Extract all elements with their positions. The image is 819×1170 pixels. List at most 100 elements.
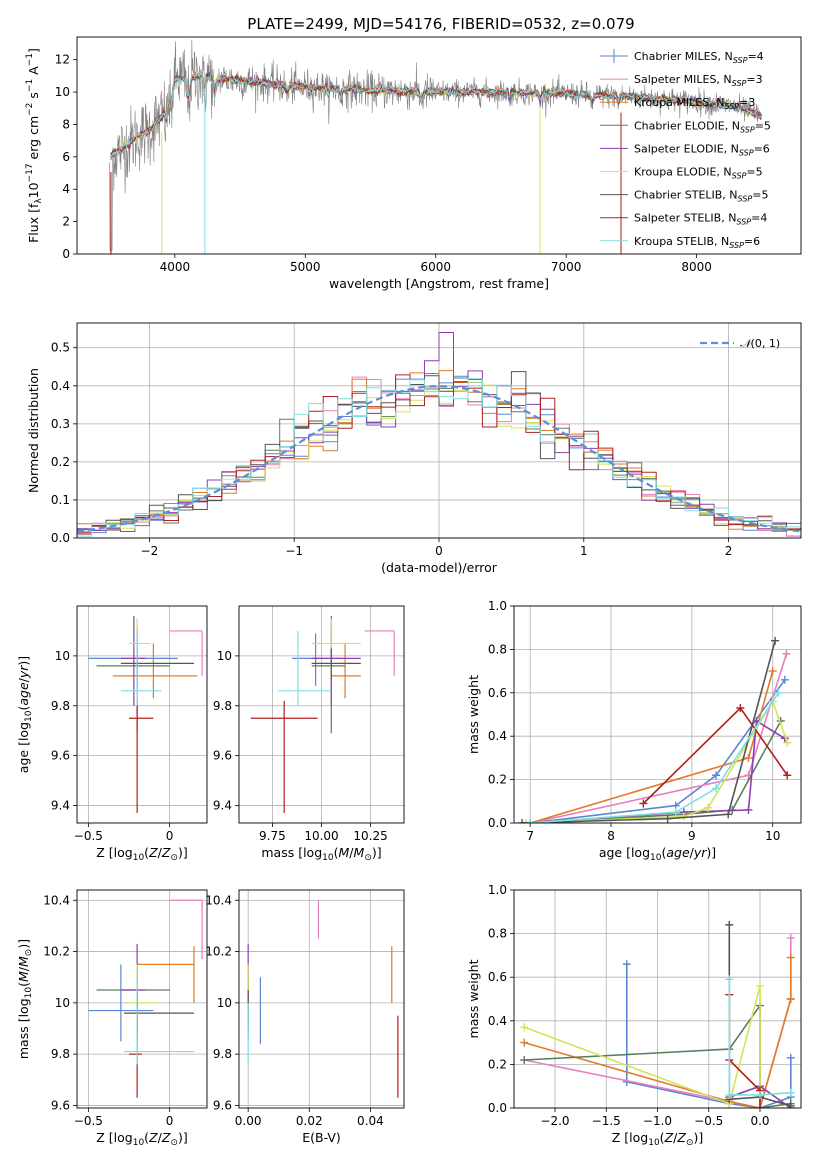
age_vs_mass-xtick-label: 9.75 bbox=[259, 829, 286, 843]
massweight-marker-chabrier-stelib bbox=[786, 1101, 795, 1108]
massweight-marker-chabrier-miles bbox=[622, 960, 631, 969]
legend-nssp: =5 bbox=[755, 119, 771, 132]
massweight_vs_Z-ytick-label: 0.8 bbox=[488, 927, 507, 941]
spectrum-xtick-label: 7000 bbox=[551, 260, 582, 274]
mass_vs_EBV-xtick-label: 0.04 bbox=[357, 1114, 384, 1128]
legend-label: Salpeter MILES, NSSP=3 bbox=[634, 73, 763, 88]
spectrum-xtick-label: 4000 bbox=[160, 260, 191, 274]
residuals-ytick-label: 0.5 bbox=[51, 341, 70, 355]
legend-label: Kroupa MILES, NSSP=3 bbox=[634, 96, 755, 111]
mass_vs_Z-ytick-label: 9.8 bbox=[51, 1047, 70, 1061]
massweight-marker-chabrier-stelib bbox=[725, 920, 734, 929]
age_vs_Z-ytick-label: 9.8 bbox=[51, 699, 70, 713]
age_vs_Z-xlabel: Z [log10(Z/Z⊙)] bbox=[96, 845, 188, 863]
massweight_vs_age-plot-area bbox=[518, 636, 792, 823]
massweight-marker-salpeter-stelib bbox=[736, 703, 745, 712]
massweight_vs_Z-panel: −2.0 −1.5 −1.0 −0.5 0.0 0.0 0.2 0.4 0.6 0.8 1.0 Z [… bbox=[466, 883, 802, 1148]
legend-label: Kroupa STELIB, NSSP=6 bbox=[634, 235, 760, 250]
residual-histogram-chabrier-stelib bbox=[77, 371, 801, 535]
legend-label: Kroupa ELODIE, NSSP=5 bbox=[634, 166, 763, 181]
massweight_vs_age-ytick-label: 0.0 bbox=[488, 816, 507, 830]
massweight-marker-kroupa-stelib bbox=[756, 1090, 764, 1099]
residuals-xlabel: (data-model)/error bbox=[381, 560, 498, 575]
massweight_vs_age-xtick-label: 10 bbox=[765, 829, 780, 843]
massweight-marker-salpeter-elodie bbox=[744, 805, 753, 814]
massweight_vs_Z-xtick-label: −1.5 bbox=[592, 1114, 621, 1128]
massweight-marker-chabrier-stelib bbox=[724, 810, 733, 819]
massweight-marker-kroupa-miles bbox=[520, 1038, 529, 1047]
massweight_vs_Z-ytick-label: 0.0 bbox=[488, 1101, 507, 1115]
residuals-frame bbox=[76, 322, 802, 539]
residual-histogram-kroupa-stelib bbox=[77, 378, 801, 537]
massweight-marker-kroupa-stelib bbox=[526, 819, 535, 823]
age_vs_Z-ytick-label: 9.6 bbox=[51, 749, 70, 763]
massweight_vs_Z-plot-area bbox=[520, 920, 795, 1108]
massweight_vs_Z-xtick-label: −2.0 bbox=[540, 1114, 569, 1128]
massweight-marker-kroupa-stelib bbox=[725, 975, 734, 984]
massweight_vs_age-xtick-label: 7 bbox=[526, 829, 534, 843]
massweight-marker-kroupa-stelib bbox=[725, 1090, 734, 1099]
residuals-ytick-label: 0.2 bbox=[51, 455, 70, 469]
legend-nssp: =4 bbox=[747, 50, 763, 63]
mass_vs_Z-plot-area bbox=[88, 899, 203, 1098]
legend-nssp: =3 bbox=[746, 73, 762, 86]
residuals-ytick-label: 0.3 bbox=[51, 417, 70, 431]
massweight-marker-kroupa-miles bbox=[786, 995, 795, 1003]
massweight_vs_age-frame bbox=[513, 605, 802, 824]
massweight-marker-chabrier-miles bbox=[780, 675, 789, 684]
massweight-line-chabrier-miles bbox=[530, 679, 786, 823]
spectrum-ytick-label: 6 bbox=[62, 150, 70, 164]
legend-nssp: =5 bbox=[752, 189, 768, 202]
massweight-marker-kroupa-stelib bbox=[712, 784, 721, 793]
massweight-line-kroupa-elodie bbox=[524, 985, 761, 1108]
massweight-line-kroupa-miles bbox=[524, 957, 792, 1108]
age_vs_mass-ytick-label: 10 bbox=[217, 649, 232, 663]
age_vs_Z-xtick-label: −0.5 bbox=[74, 829, 103, 843]
legend-series-name: Salpeter STELIB, N bbox=[634, 212, 736, 225]
age_vs_Z-xtick-label: 0 bbox=[166, 829, 174, 843]
massweight_vs_Z-xlabel: Z [log10(Z/Z⊙)] bbox=[612, 1130, 704, 1148]
massweight_vs_age-xtick-label: 9 bbox=[688, 829, 696, 843]
massweight-marker-chabrier-stelib bbox=[518, 819, 527, 823]
legend-label: Salpeter STELIB, NSSP=4 bbox=[634, 212, 767, 227]
legend-label: Chabrier STELIB, NSSP=5 bbox=[634, 189, 768, 204]
massweight-marker-kroupa-elodie bbox=[756, 981, 764, 990]
mass_vs_Z-ylabel: mass [log10(M/M⊙)] bbox=[16, 939, 34, 1059]
age_vs_Z-panel: −0.5 0 9.4 9.6 9.8 10 Z [log10(Z/Z⊙)] age [log1… bbox=[16, 605, 208, 863]
massweight-marker-kroupa-miles bbox=[786, 953, 795, 962]
spectrum-ytick-label: 2 bbox=[62, 215, 70, 229]
massweight-marker-kroupa-elodie bbox=[522, 819, 531, 823]
mass_vs_Z-panel: −0.5 0 9.6 9.8 10 10.2 10.4 Z [log10(Z/Z⊙)] mass… bbox=[16, 889, 208, 1148]
massweight_vs_age-ylabel: mass weight bbox=[466, 675, 481, 754]
massweight_vs_age-ytick-label: 1.0 bbox=[488, 599, 507, 613]
mass_vs_Z-xtick-label: 0 bbox=[166, 1114, 174, 1128]
age_vs_Z-plot-area bbox=[88, 615, 203, 814]
massweight-marker-chabrier-stelib bbox=[663, 814, 672, 823]
spectrum-xtick-label: 5000 bbox=[290, 260, 321, 274]
legend-series-name: Chabrier MILES, N bbox=[634, 50, 733, 63]
legend-nssp: =3 bbox=[739, 96, 755, 109]
legend-nssp: =6 bbox=[744, 235, 760, 248]
massweight_vs_age-xtick-label: 8 bbox=[607, 829, 615, 843]
residuals-ylabel: Normed distribution bbox=[26, 368, 41, 493]
massweight-marker-kroupa-miles bbox=[768, 667, 777, 676]
mass_vs_Z-ytick-label: 9.6 bbox=[51, 1098, 70, 1112]
legend-series-name: Chabrier STELIB, N bbox=[634, 189, 738, 202]
spectrum-xlabel: wavelength [Angstrom, rest frame] bbox=[329, 276, 549, 291]
age_vs_Z-ylabel: age [log10(age/yr)] bbox=[16, 656, 34, 773]
age_vs_mass-xlabel: mass [log10(M/M⊙)] bbox=[261, 845, 381, 863]
spectrum-ytick-label: 4 bbox=[62, 182, 70, 196]
age_vs_mass-frame bbox=[238, 605, 405, 824]
mass_vs_EBV-xtick-label: 0.00 bbox=[235, 1114, 262, 1128]
age_vs_Z-ytick-label: 10 bbox=[55, 649, 70, 663]
massweight_vs_Z-ytick-label: 0.4 bbox=[488, 1014, 507, 1028]
legend-nssp: =5 bbox=[746, 166, 762, 179]
spectrum-ytick-label: 10 bbox=[55, 85, 70, 99]
massweight-marker-chabrier-miles bbox=[712, 771, 721, 780]
spectrum-ylabel: Flux [fλ10−17 erg cm−2 s−1 A−1] bbox=[25, 48, 44, 243]
mass_vs_Z-ytick-label: 10.2 bbox=[43, 945, 70, 959]
legend-label: Chabrier ELODIE, NSSP=5 bbox=[634, 119, 771, 134]
mass_vs_EBV-ytick-label: 10 bbox=[217, 996, 232, 1010]
massweight-marker-salpeter-miles bbox=[786, 933, 795, 942]
